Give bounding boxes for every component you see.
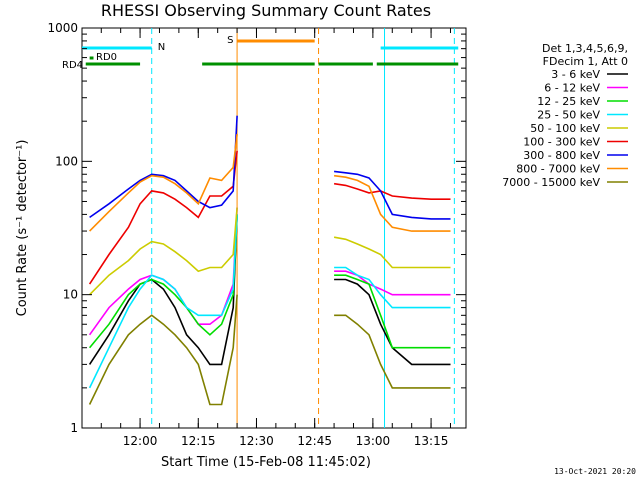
y-tick-label-1: 10 [63, 288, 78, 302]
plot-frame [81, 27, 467, 429]
series-line-0-part-0 [88, 214, 238, 366]
x-tick-label-2: 12:30 [239, 434, 274, 448]
series-lines [88, 115, 451, 406]
legend-label-3: 25 - 50 keV [537, 109, 600, 122]
footer-date: 13-Oct-2021 20:20 [554, 467, 636, 476]
series-line-6-part-0 [89, 115, 238, 219]
legend-label-1: 6 - 12 keV [544, 82, 600, 95]
x-tick-label-5: 13:15 [414, 434, 449, 448]
chart-title: RHESSI Observing Summary Count Rates [101, 1, 431, 20]
flag-bars: N S RD0 RD4 [62, 35, 459, 71]
x-tick-label-4: 13:00 [356, 434, 391, 448]
flag-label-S: S [227, 35, 233, 46]
series-line-2-part-1 [334, 274, 451, 349]
x-axis-label: Start Time (15-Feb-08 11:45:02) [161, 455, 371, 470]
series-line-8-part-1 [334, 314, 451, 389]
series-line-5-part-1 [333, 182, 451, 200]
legend-label-8: 7000 - 15000 keV [502, 176, 600, 189]
marker-lines [151, 28, 455, 428]
series-line-7-part-0 [89, 134, 238, 232]
series-line-3-part-0 [88, 214, 238, 389]
y-tick-label-3: 1000 [47, 21, 78, 35]
series-line-0-part-1 [334, 278, 451, 366]
series-line-5-part-0 [88, 150, 238, 285]
series-line-1-part-1 [334, 270, 451, 296]
y-axis-label: Count Rate (s⁻¹ detector⁻¹) [15, 140, 30, 317]
legend-label-2: 12 - 25 keV [537, 95, 600, 108]
x-axis: 12:00 12:15 12:30 12:45 13:00 13:15 [100, 28, 451, 448]
legend-label-0: 3 - 6 keV [551, 68, 600, 81]
y-axis: 1 10 100 1000 [47, 21, 466, 435]
legend-label-7: 800 - 7000 keV [516, 163, 600, 176]
y-tick-label-0: 1 [70, 421, 78, 435]
flag-label-RD0: RD0 [96, 52, 117, 63]
legend-label-4: 50 - 100 keV [530, 122, 600, 135]
legend-label-6: 300 - 800 keV [523, 149, 600, 162]
series-line-3-part-1 [334, 266, 451, 309]
series-line-4-part-0 [89, 207, 238, 296]
series-line-7-part-1 [333, 174, 451, 232]
series-line-6-part-1 [334, 170, 451, 220]
legend-header-line-2: FDecim 1, Att 0 [543, 55, 628, 68]
series-line-8-part-0 [88, 294, 238, 406]
y-tick-label-2: 100 [55, 154, 78, 168]
legend: Det 1,3,4,5,6,9, FDecim 1, Att 0 3 - 6 k… [502, 42, 628, 189]
x-tick-label-1: 12:15 [181, 434, 216, 448]
series-line-2-part-0 [88, 214, 238, 349]
plot-area: N S RD0 RD4 1 10 100 1000 12:00 12:15 12:30 12:45… [47, 21, 467, 448]
flag-label-N: N [158, 42, 165, 53]
legend-label-5: 100 - 300 keV [523, 136, 600, 149]
series-line-4-part-1 [333, 236, 451, 269]
legend-header-line-1: Det 1,3,4,5,6,9, [542, 42, 628, 55]
x-tick-label-0: 12:00 [123, 434, 158, 448]
flag-label-RD4: RD4 [62, 60, 83, 71]
x-tick-label-3: 12:45 [297, 434, 332, 448]
